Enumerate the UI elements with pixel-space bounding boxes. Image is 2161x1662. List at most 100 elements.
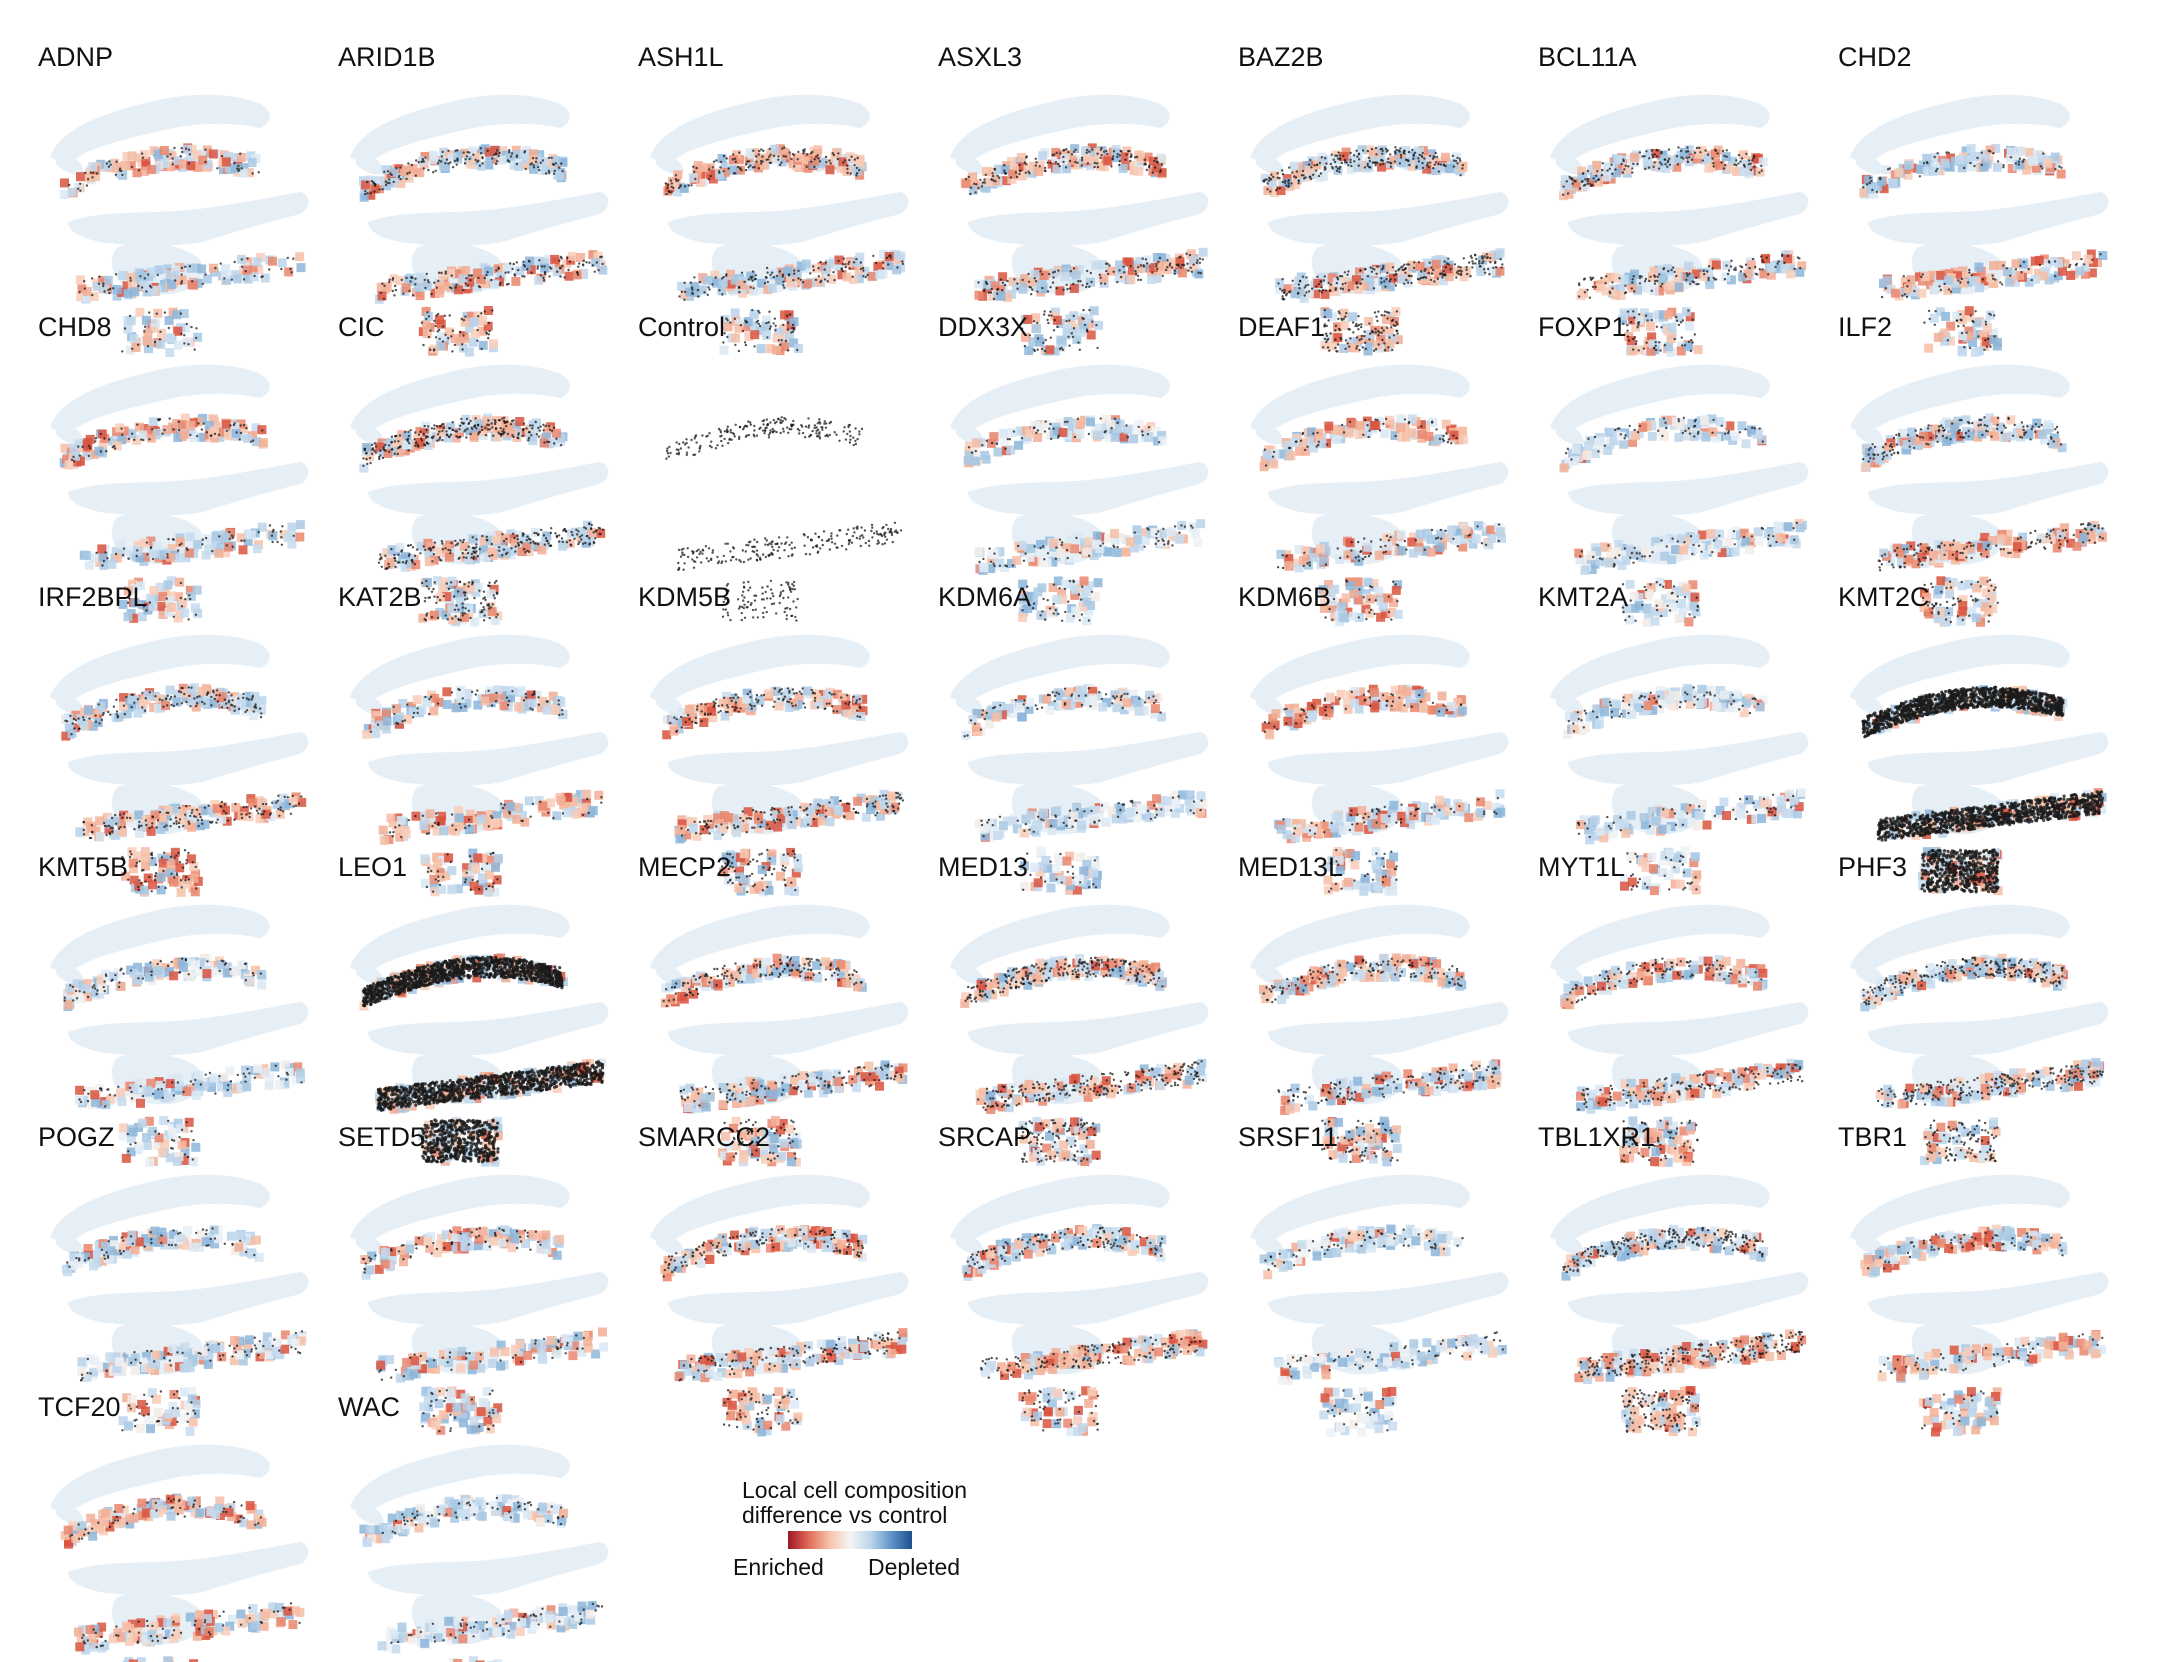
panel-title: BCL11A (1538, 42, 1637, 72)
embedding-region (1868, 462, 2109, 516)
panel-title: SMARCC2 (638, 1122, 770, 1152)
cell-points (1263, 690, 1499, 893)
embedding-region (956, 963, 984, 985)
cell-points (1562, 146, 1802, 353)
cell-points (369, 688, 603, 893)
embedding-region (668, 192, 909, 246)
embedding-region (656, 1233, 684, 1255)
embedding-region (1250, 904, 1470, 971)
umap-embedding (1550, 1174, 1809, 1437)
legend-enriched-label: Enriched (733, 1554, 824, 1581)
embedding-region (350, 364, 570, 431)
umap-embedding (1250, 634, 1509, 896)
cell-points (70, 417, 295, 621)
embedding-region (650, 1174, 870, 1241)
umap-embedding (1250, 904, 1509, 1167)
umap-embedding (1550, 364, 1809, 627)
embedding-region (368, 1272, 609, 1326)
panel-title: SRSF11 (1238, 1122, 1338, 1152)
cell-points (1262, 146, 1504, 353)
color-legend: Local cell composition difference vs con… (720, 1478, 1040, 1588)
umap-panel: ILF2 (1838, 312, 2138, 627)
embedding-region (656, 423, 684, 445)
panel-title: PHF3 (1838, 852, 1907, 882)
composition-tiles (660, 1225, 908, 1437)
umap-panel: ASXL3 (938, 42, 1238, 356)
umap-embedding (1550, 634, 1809, 896)
panel-title: POGZ (38, 1122, 115, 1152)
embedding-region (656, 693, 684, 715)
umap-embedding (950, 364, 1209, 626)
embedding-region (1850, 94, 2070, 161)
umap-embedding (1250, 1174, 1509, 1437)
umap-embedding (50, 1444, 309, 1662)
umap-embedding (650, 364, 909, 622)
embedding-region (350, 1444, 570, 1511)
umap-panel: TCF20 (38, 1392, 338, 1662)
embedding-region (1568, 1002, 1809, 1056)
umap-panel: DDX3X (938, 312, 1238, 626)
embedding-region (50, 1444, 270, 1511)
cell-points (1263, 417, 1501, 621)
umap-embedding (950, 94, 1209, 356)
cell-points (1567, 686, 1795, 891)
embedding-region (50, 364, 270, 431)
umap-panel: IRF2BPL (38, 582, 338, 897)
cell-points (64, 686, 303, 893)
cell-points (364, 147, 604, 353)
embedding-region (356, 423, 384, 445)
panel-title: LEO1 (338, 852, 407, 882)
embedding-region (968, 1272, 1209, 1326)
embedding-region (1856, 1233, 1884, 1255)
embedding-region (650, 94, 870, 161)
umap-panel: SETD5 (338, 1122, 638, 1435)
embedding-region (1250, 1174, 1470, 1241)
composition-tiles (1563, 684, 1807, 896)
composition-tiles (963, 414, 1206, 626)
umap-embedding (1250, 94, 1509, 356)
embedding-region (711, 513, 803, 565)
embedding-region (1850, 634, 2070, 701)
umap-panel: SRSF11 (1238, 1122, 1538, 1437)
umap-panel: KDM6B (1238, 582, 1538, 896)
embedding-region (950, 94, 1170, 161)
cell-points (362, 1227, 585, 1433)
cell-points (669, 687, 905, 894)
umap-embedding (650, 904, 909, 1167)
panel-title: Control (638, 312, 725, 342)
embedding-region (1268, 1272, 1509, 1326)
embedding-region (1550, 1174, 1770, 1241)
composition-tiles (960, 143, 1208, 356)
panel-title: SETD5 (338, 1122, 425, 1152)
embedding-region (1550, 904, 1770, 971)
embedding-region (668, 1272, 909, 1326)
umap-embedding (350, 904, 609, 1167)
panel-title: KMT5B (38, 852, 128, 882)
legend-gradient-rect (788, 1531, 912, 1549)
embedding-region (68, 1272, 309, 1326)
umap-embedding (650, 1174, 909, 1437)
umap-panel: DEAF1 (1238, 312, 1538, 627)
embedding-region (350, 904, 570, 971)
embedding-region (1856, 693, 1884, 715)
legend-depleted-label: Depleted (868, 1554, 960, 1581)
umap-panel: POGZ (38, 1122, 338, 1436)
umap-panel: CHD8 (38, 312, 338, 623)
panel-title: ILF2 (1838, 312, 1892, 342)
composition-tiles (1860, 1224, 2106, 1437)
embedding-region (1550, 634, 1770, 701)
umap-panel: SRCAP (938, 1122, 1238, 1437)
embedding-region (1568, 732, 1809, 786)
composition-tiles (961, 1224, 1208, 1437)
embedding-region (968, 732, 1209, 786)
panel-title: ASXL3 (938, 42, 1022, 72)
embedding-region (1256, 423, 1284, 445)
embedding-region (368, 1002, 609, 1056)
panel-title: KDM6B (1238, 582, 1331, 612)
embedding-region (656, 153, 684, 175)
embedding-region (950, 1174, 1170, 1241)
umap-embedding (650, 94, 909, 356)
embedding-region (968, 462, 1209, 516)
umap-embedding (50, 904, 309, 1167)
